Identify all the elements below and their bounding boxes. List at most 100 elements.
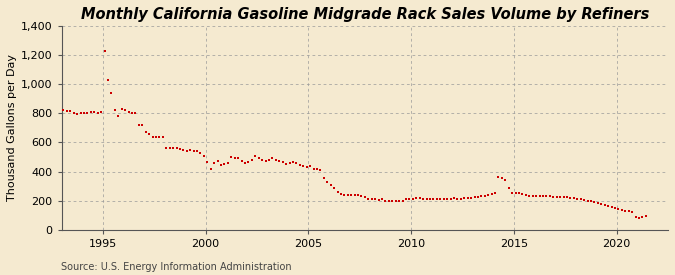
- Point: [342, 192, 353, 197]
- Point: [82, 111, 93, 116]
- Point: [157, 134, 168, 139]
- Point: [373, 198, 384, 202]
- Point: [456, 197, 466, 201]
- Point: [401, 197, 412, 201]
- Point: [137, 123, 148, 127]
- Point: [497, 176, 508, 180]
- Point: [603, 204, 614, 208]
- Point: [119, 108, 130, 112]
- Point: [589, 200, 600, 204]
- Point: [113, 114, 124, 118]
- Point: [167, 146, 178, 150]
- Point: [558, 195, 569, 199]
- Point: [504, 186, 514, 191]
- Point: [380, 199, 391, 203]
- Point: [61, 109, 72, 113]
- Point: [226, 155, 237, 159]
- Point: [349, 192, 360, 197]
- Point: [315, 168, 326, 172]
- Point: [637, 214, 648, 219]
- Point: [284, 161, 295, 165]
- Point: [565, 196, 576, 200]
- Point: [360, 195, 371, 200]
- Point: [575, 197, 586, 201]
- Point: [164, 146, 175, 150]
- Point: [288, 160, 298, 164]
- Point: [182, 149, 192, 153]
- Point: [185, 147, 196, 152]
- Point: [256, 158, 267, 162]
- Point: [472, 194, 483, 199]
- Point: [486, 192, 497, 196]
- Point: [329, 186, 340, 191]
- Point: [281, 162, 292, 166]
- Point: [394, 199, 404, 203]
- Point: [510, 191, 521, 195]
- Point: [230, 156, 240, 161]
- Point: [596, 202, 607, 207]
- Point: [377, 197, 387, 202]
- Point: [431, 197, 442, 201]
- Point: [367, 197, 377, 201]
- Point: [449, 196, 460, 200]
- Point: [58, 108, 69, 112]
- Point: [78, 110, 89, 115]
- Point: [154, 134, 165, 139]
- Point: [75, 111, 86, 116]
- Point: [641, 214, 651, 218]
- Point: [408, 197, 418, 201]
- Y-axis label: Thousand Gallons per Day: Thousand Gallons per Day: [7, 54, 17, 201]
- Point: [127, 111, 138, 116]
- Point: [435, 197, 446, 201]
- Point: [109, 108, 120, 112]
- Point: [593, 201, 603, 205]
- Point: [462, 196, 473, 200]
- Point: [404, 197, 415, 201]
- Point: [489, 191, 500, 195]
- Point: [116, 107, 127, 111]
- Point: [236, 159, 247, 164]
- Point: [524, 194, 535, 198]
- Point: [271, 158, 281, 162]
- Point: [147, 134, 158, 139]
- Point: [106, 91, 117, 95]
- Point: [551, 194, 562, 199]
- Point: [260, 159, 271, 164]
- Point: [332, 190, 343, 194]
- Point: [335, 191, 346, 196]
- Point: [582, 199, 593, 203]
- Point: [452, 197, 463, 201]
- Point: [171, 146, 182, 150]
- Point: [274, 159, 285, 164]
- Point: [390, 199, 401, 203]
- Point: [243, 160, 254, 164]
- Point: [459, 196, 470, 200]
- Point: [479, 194, 490, 199]
- Point: [541, 194, 552, 199]
- Point: [192, 149, 202, 153]
- Point: [322, 180, 333, 184]
- Point: [438, 197, 449, 201]
- Point: [606, 205, 617, 209]
- Point: [339, 192, 350, 197]
- Point: [370, 197, 381, 201]
- Point: [291, 161, 302, 165]
- Point: [319, 176, 329, 180]
- Point: [476, 194, 487, 199]
- Text: Source: U.S. Energy Information Administration: Source: U.S. Energy Information Administ…: [61, 262, 292, 272]
- Point: [72, 112, 82, 116]
- Point: [610, 205, 620, 210]
- Point: [188, 149, 199, 153]
- Point: [626, 210, 637, 214]
- Point: [223, 161, 234, 165]
- Point: [620, 208, 630, 213]
- Point: [507, 191, 518, 196]
- Point: [531, 194, 541, 199]
- Point: [527, 194, 538, 199]
- Point: [209, 161, 219, 165]
- Point: [103, 78, 113, 82]
- Point: [537, 194, 548, 199]
- Point: [264, 158, 275, 162]
- Point: [545, 194, 556, 199]
- Point: [599, 203, 610, 207]
